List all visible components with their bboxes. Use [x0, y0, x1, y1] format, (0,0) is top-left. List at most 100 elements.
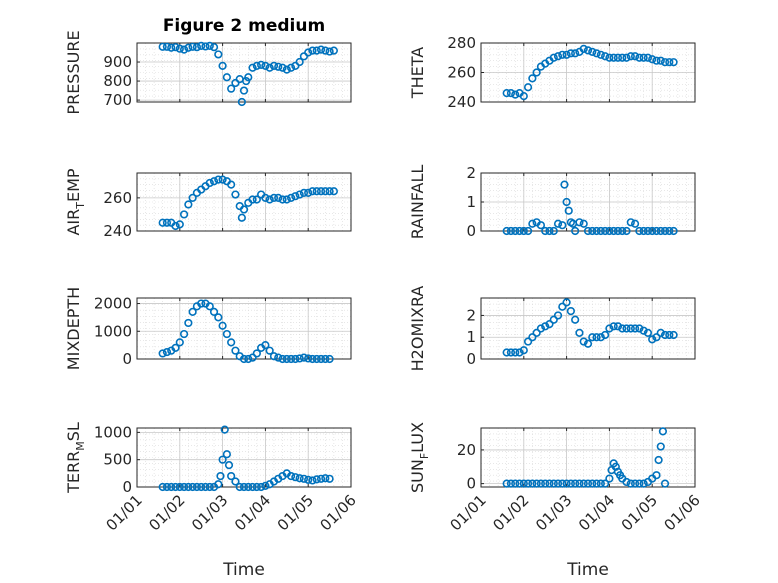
data-point: [295, 57, 304, 67]
data-point: [626, 324, 635, 333]
data-point: [171, 43, 180, 52]
data-point: [231, 346, 240, 355]
data-point: [274, 193, 283, 202]
data-point: [511, 479, 520, 488]
data-point: [656, 442, 665, 451]
data-point: [209, 307, 219, 316]
y-tick-label: 240: [103, 222, 132, 240]
data-point: [630, 219, 640, 228]
y-tick-label: 500: [103, 451, 132, 469]
x-tick-label: 01/04: [575, 491, 618, 534]
data-point: [265, 195, 274, 204]
data-point: [648, 226, 657, 236]
data-point: [515, 226, 524, 236]
subplot-air-temp: 240 260 AIRTEMP: [64, 168, 352, 240]
data-point: [197, 41, 206, 50]
data-point: [658, 427, 668, 436]
axes-box: [136, 297, 352, 360]
data-point: [184, 43, 193, 52]
data-point: [609, 226, 618, 236]
data-point: [523, 83, 533, 92]
data-point: [618, 324, 627, 333]
data-point: [192, 43, 202, 52]
x-tick-label: 01/05: [618, 491, 661, 534]
data-point: [316, 474, 326, 483]
data-point: [622, 324, 631, 333]
data-point: [286, 471, 296, 481]
data-point: [261, 61, 270, 70]
data-point: [274, 353, 283, 362]
data-point: [304, 475, 313, 484]
data-point: [532, 479, 541, 488]
data-point: [224, 461, 234, 470]
data-point: [282, 65, 291, 74]
plot-area: [481, 428, 695, 487]
data-point: [639, 479, 648, 488]
data-point: [669, 330, 678, 340]
x-tick-label: 01/01: [103, 491, 146, 534]
subplot-h2omixra: 0 1 2 H2OMIXRA: [408, 286, 696, 371]
data-point: [583, 479, 593, 488]
data-point: [214, 480, 223, 489]
x-axis-label-left: Time: [222, 560, 265, 580]
data-point: [175, 44, 184, 53]
data-point: [244, 482, 253, 492]
plot-area: [137, 173, 351, 231]
data-point: [316, 45, 326, 54]
data-point: [214, 175, 223, 184]
data-point: [566, 479, 575, 488]
data-point: [630, 52, 640, 61]
data-point: [321, 187, 330, 196]
data-point: [652, 226, 661, 236]
data-point: [158, 482, 167, 492]
data-point: [175, 338, 184, 347]
data-point: [523, 226, 533, 236]
data-point: [571, 49, 580, 58]
data-point: [222, 329, 231, 339]
data-point: [618, 53, 627, 62]
data-point: [506, 348, 516, 357]
data-point: [188, 482, 197, 492]
data-point: [244, 73, 253, 82]
data-point: [665, 58, 674, 67]
data-point: [643, 53, 653, 62]
data-point: [321, 46, 330, 55]
x-tick-label: 01/02: [489, 491, 532, 534]
data-point: [304, 188, 313, 197]
data-point: [592, 479, 601, 488]
y-axis-label: RAINFALL: [408, 165, 427, 240]
data-point: [162, 218, 172, 227]
data-point: [308, 46, 317, 55]
data-point: [197, 482, 206, 492]
data-point: [648, 335, 657, 344]
data-point: [248, 195, 257, 204]
data-point: [222, 73, 231, 82]
data-point: [291, 192, 300, 201]
data-point: [214, 313, 223, 322]
data-point: [519, 479, 528, 488]
data-point: [553, 479, 563, 488]
data-point: [639, 53, 648, 62]
data-point: [286, 193, 296, 202]
data-point: [274, 62, 283, 71]
data-point: [286, 354, 296, 364]
data-point: [209, 177, 219, 186]
data-point: [545, 226, 554, 236]
data-point: [562, 197, 571, 207]
data-point: [601, 330, 610, 340]
x-tick-label: 01/03: [188, 491, 231, 534]
data-point: [252, 349, 261, 358]
data-point: [278, 354, 287, 364]
data-point: [201, 482, 210, 492]
data-point: [158, 42, 167, 51]
y-tick-label: 2: [466, 164, 476, 182]
x-tick-label: 01/01: [447, 491, 490, 534]
data-point: [626, 218, 635, 227]
data-point: [660, 479, 670, 488]
axes-box: [480, 297, 696, 360]
data-point: [282, 195, 291, 204]
data-point: [295, 190, 304, 199]
y-axis-label: THETA: [408, 47, 427, 99]
data-point: [308, 354, 317, 364]
